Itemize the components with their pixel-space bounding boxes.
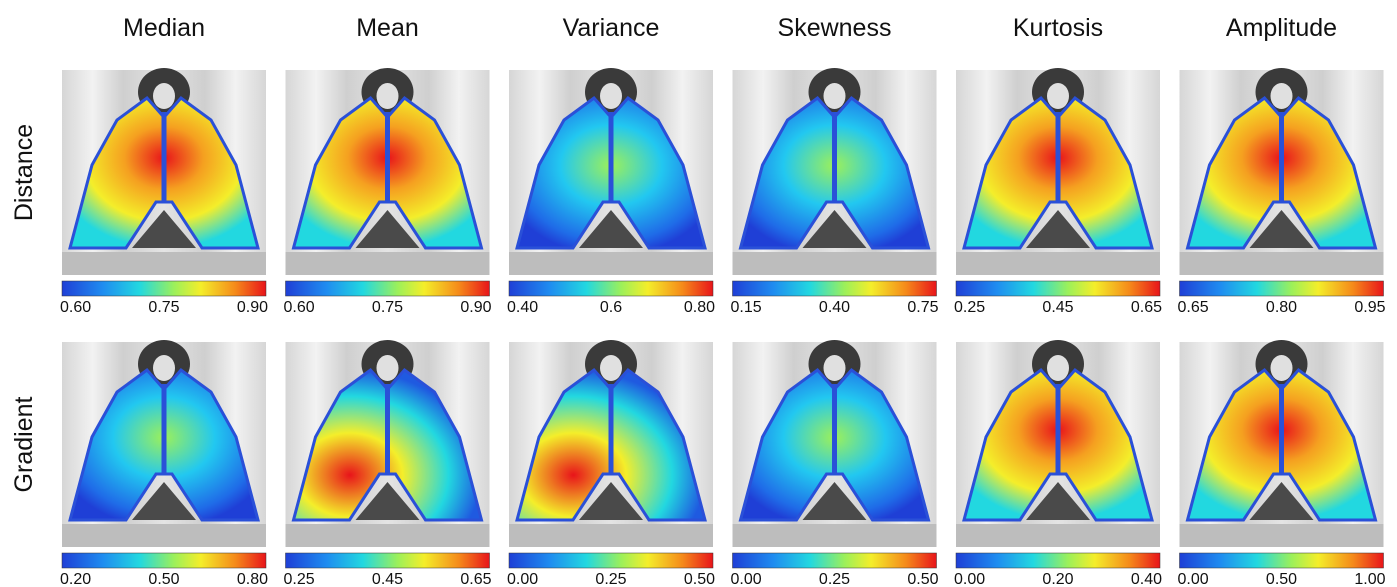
colorbar xyxy=(956,553,1160,568)
colorbar-tick-label: 1.00 xyxy=(1354,571,1385,587)
bottom-band xyxy=(286,524,490,547)
figure: Median Mean Variance Skewness Kurtosis Amplit… xyxy=(0,0,1397,587)
colorbar xyxy=(509,553,713,568)
bottom-band xyxy=(1180,524,1384,547)
brain-map xyxy=(286,68,490,275)
brain-map xyxy=(956,68,1160,275)
colorbar-tick-label: 0.00 xyxy=(1178,571,1209,587)
bottom-band xyxy=(286,252,490,275)
colorbar-tick-label: 0.50 xyxy=(1266,571,1297,587)
colorbar-tick-label: 0.40 xyxy=(819,299,850,316)
row-label: Gradient xyxy=(10,397,38,493)
colorbar-tick-label: 0.75 xyxy=(372,299,403,316)
column-title: Amplitude xyxy=(1226,14,1337,42)
colorbar xyxy=(733,281,937,296)
column-title: Skewness xyxy=(778,14,892,42)
colorbar-tick-label: 0.80 xyxy=(237,571,268,587)
colorbar-tick-label: 0.25 xyxy=(595,571,626,587)
ventricle-hole xyxy=(600,83,622,109)
colorbar xyxy=(62,281,266,296)
colorbar-tick-label: 0.20 xyxy=(60,571,91,587)
colorbar xyxy=(956,281,1160,296)
colorbar-tick-label: 0.65 xyxy=(460,571,491,587)
bottom-band xyxy=(1180,252,1384,275)
ventricle-hole xyxy=(824,83,846,109)
ventricle-hole xyxy=(600,355,622,381)
row-label: Distance xyxy=(10,124,38,221)
colorbar-tick-label: 0.65 xyxy=(1131,299,1162,316)
colorbar-tick-label: 0.45 xyxy=(1042,299,1073,316)
bottom-band xyxy=(733,252,937,275)
column-title: Variance xyxy=(563,14,660,42)
colorbar-tick-label: 0.45 xyxy=(372,571,403,587)
colorbar-tick-label: 0.90 xyxy=(237,299,268,316)
brain-map xyxy=(509,68,713,275)
ventricle-hole xyxy=(1047,355,1069,381)
bottom-band xyxy=(509,524,713,547)
colorbar-tick-label: 0.65 xyxy=(1178,299,1209,316)
colorbar-tick-label: 0.80 xyxy=(1266,299,1297,316)
ventricle-hole xyxy=(824,355,846,381)
colorbar-tick-label: 0.00 xyxy=(954,571,985,587)
colorbar-tick-label: 0.90 xyxy=(460,299,491,316)
colorbar xyxy=(733,553,937,568)
colorbar-tick-label: 0.25 xyxy=(819,571,850,587)
bottom-band xyxy=(956,252,1160,275)
colorbar-tick-label: 0.75 xyxy=(907,299,938,316)
ventricle-hole xyxy=(1271,355,1293,381)
colorbar-tick-label: 0.80 xyxy=(684,299,715,316)
ventricle-hole xyxy=(377,83,399,109)
colorbar-tick-label: 0.00 xyxy=(731,571,762,587)
colorbar-tick-label: 0.60 xyxy=(284,299,315,316)
bottom-band xyxy=(956,524,1160,547)
brain-map xyxy=(62,340,266,547)
brain-map xyxy=(62,68,266,275)
colorbar-tick-label: 0.6 xyxy=(600,299,622,316)
colorbar-tick-label: 0.40 xyxy=(507,299,538,316)
colorbar xyxy=(286,553,490,568)
brain-map xyxy=(733,68,937,275)
colorbar xyxy=(286,281,490,296)
column-title: Median xyxy=(123,14,205,42)
colorbar-tick-label: 0.25 xyxy=(954,299,985,316)
colorbar xyxy=(1180,553,1384,568)
bottom-band xyxy=(509,252,713,275)
colorbar-tick-label: 0.50 xyxy=(684,571,715,587)
bottom-band xyxy=(62,252,266,275)
brain-map xyxy=(956,340,1160,547)
bottom-band xyxy=(733,524,937,547)
ventricle-hole xyxy=(377,355,399,381)
ventricle-hole xyxy=(1271,83,1293,109)
ventricle-hole xyxy=(1047,83,1069,109)
brain-map xyxy=(286,340,490,547)
brain-map xyxy=(1180,340,1384,547)
colorbar xyxy=(509,281,713,296)
brain-map xyxy=(1180,68,1384,275)
bottom-band xyxy=(62,524,266,547)
ventricle-hole xyxy=(153,355,175,381)
colorbar-tick-label: 0.20 xyxy=(1042,571,1073,587)
colorbar-tick-label: 0.00 xyxy=(507,571,538,587)
colorbar xyxy=(1180,281,1384,296)
colorbar-tick-label: 0.40 xyxy=(1131,571,1162,587)
colorbar-tick-label: 0.95 xyxy=(1354,299,1385,316)
column-title: Kurtosis xyxy=(1013,14,1103,42)
colorbar-tick-label: 0.15 xyxy=(731,299,762,316)
colorbar-tick-label: 0.50 xyxy=(907,571,938,587)
colorbar xyxy=(62,553,266,568)
ventricle-hole xyxy=(153,83,175,109)
colorbar-tick-label: 0.25 xyxy=(284,571,315,587)
column-title: Mean xyxy=(356,14,419,42)
brain-map xyxy=(733,340,937,547)
colorbar-tick-label: 0.75 xyxy=(148,299,179,316)
colorbar-tick-label: 0.60 xyxy=(60,299,91,316)
colorbar-tick-label: 0.50 xyxy=(148,571,179,587)
brain-map xyxy=(509,340,713,547)
